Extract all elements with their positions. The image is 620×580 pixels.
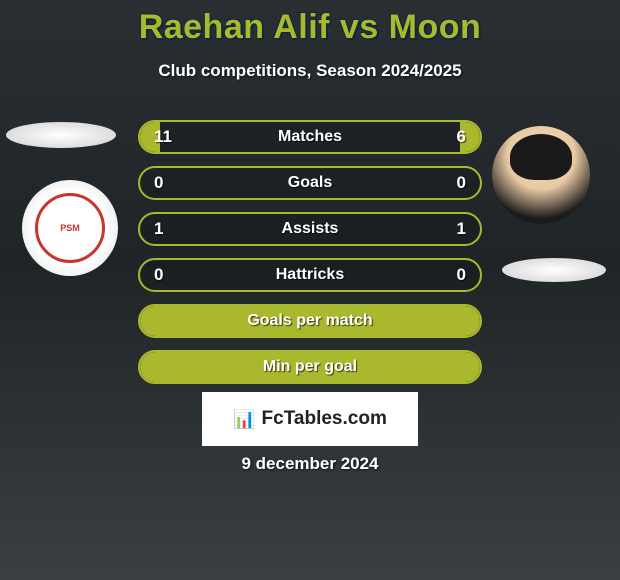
stat-row: 11 Matches 6 xyxy=(138,120,482,154)
club-badge-left-text: PSM xyxy=(35,193,105,263)
stat-row: 1 Assists 1 xyxy=(138,212,482,246)
stat-value-right: 6 xyxy=(457,127,466,147)
page-title: Raehan Alif vs Moon xyxy=(0,0,620,47)
stats-table: 11 Matches 6 0 Goals 0 1 Assists 1 0 Hattricks 0 Goa… xyxy=(138,120,482,396)
stat-label: Goals per match xyxy=(247,312,372,330)
club-badge-right-placeholder xyxy=(502,258,606,282)
source-text: FcTables.com xyxy=(262,408,387,430)
chart-icon: 📊 xyxy=(233,409,255,430)
date-label: 9 december 2024 xyxy=(0,454,620,474)
stat-row: 0 Hattricks 0 xyxy=(138,258,482,292)
player-right-photo xyxy=(492,126,590,224)
stat-row: 0 Goals 0 xyxy=(138,166,482,200)
stat-value-right: 1 xyxy=(457,219,466,239)
page-subtitle: Club competitions, Season 2024/2025 xyxy=(0,61,620,81)
club-badge-left: PSM xyxy=(22,180,118,276)
stat-label: Assists xyxy=(282,220,339,238)
stat-value-right: 0 xyxy=(457,265,466,285)
source-badge: 📊 FcTables.com xyxy=(202,392,418,446)
stat-value-left: 0 xyxy=(154,173,163,193)
stat-value-left: 11 xyxy=(154,127,172,147)
stat-label: Matches xyxy=(278,128,342,146)
stat-label: Goals xyxy=(288,174,332,192)
stat-row: Min per goal xyxy=(138,350,482,384)
stat-label: Min per goal xyxy=(263,358,357,376)
stat-value-right: 0 xyxy=(457,173,466,193)
stat-value-left: 0 xyxy=(154,265,163,285)
player-left-placeholder xyxy=(6,122,116,148)
stat-row: Goals per match xyxy=(138,304,482,338)
stat-label: Hattricks xyxy=(276,266,344,284)
stat-value-left: 1 xyxy=(154,219,163,239)
